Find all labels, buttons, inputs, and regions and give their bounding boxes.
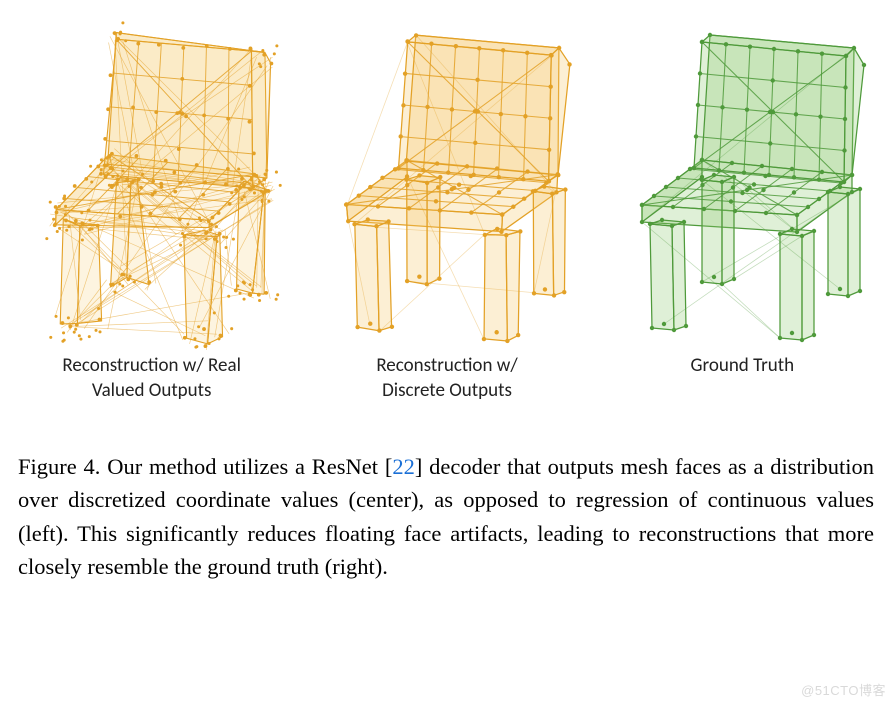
chair-mesh-gt — [602, 10, 882, 350]
watermark-text: @51CTO博客 — [801, 680, 886, 699]
figure-panels-row: Reconstruction w/ Real Valued Outputs Re… — [0, 0, 894, 430]
figure-number: Figure 4. — [18, 454, 100, 479]
figure-caption: Figure 4. Our method utilizes a ResNet [… — [0, 430, 894, 583]
label-line: Ground Truth — [691, 354, 795, 377]
chair-mesh-real — [12, 10, 292, 350]
chair-mesh-discrete — [307, 10, 587, 350]
panel-label-real: Reconstruction w/ Real Valued Outputs — [62, 354, 241, 403]
panel-label-discrete: Reconstruction w/ Discrete Outputs — [376, 354, 517, 403]
label-line: Reconstruction w/ — [376, 354, 517, 377]
panel-ground-truth: Ground Truth — [595, 10, 890, 379]
panel-discrete: Reconstruction w/ Discrete Outputs — [299, 10, 594, 403]
citation-link[interactable]: 22 — [392, 454, 415, 479]
label-line: Reconstruction w/ Real — [62, 354, 241, 377]
label-line: Discrete Outputs — [382, 379, 512, 402]
label-line: Valued Outputs — [92, 379, 212, 402]
panel-label-gt: Ground Truth — [691, 354, 795, 379]
panel-real-valued: Reconstruction w/ Real Valued Outputs — [4, 10, 299, 403]
caption-text-pre: Our method utilizes a ResNet [ — [107, 454, 392, 479]
